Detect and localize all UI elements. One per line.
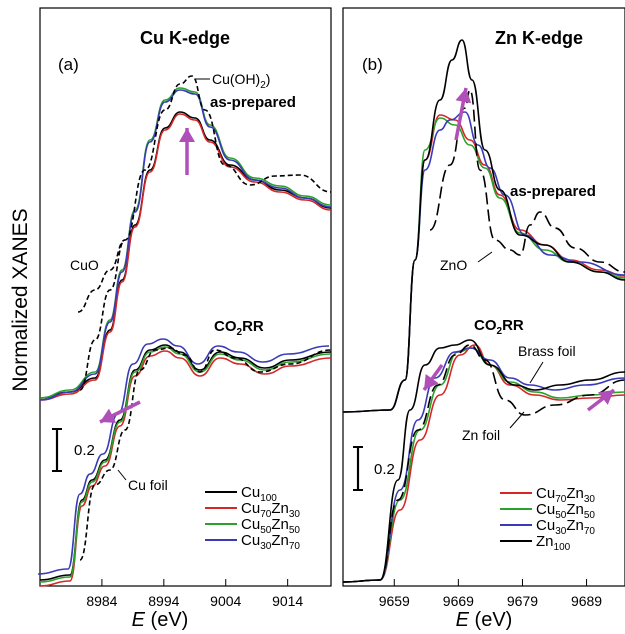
curve-b-upper-cu30zn70 <box>342 111 625 413</box>
panel-b-letter: (b) <box>362 55 383 74</box>
arrow-b-lower-right <box>586 388 616 412</box>
curve-b-lower-zn100 <box>342 339 625 583</box>
curve-a-upper-cu70zn30 <box>39 113 332 401</box>
legend-entry: Cu30Zn70 <box>205 532 300 552</box>
legend-entry: Cu70Zn30 <box>205 500 300 520</box>
y-axis-label: Normalized XANES <box>9 208 32 391</box>
zn-foil-label: Zn foil <box>462 427 500 443</box>
scale-bar-b: 0.2 <box>353 446 395 491</box>
svg-text:0.2: 0.2 <box>74 442 95 459</box>
legend-entry: Cu30Zn70 <box>500 517 595 537</box>
svg-text:Cu50Zn50: Cu50Zn50 <box>241 516 300 536</box>
curve-b-upper-zn100 <box>342 39 625 413</box>
x-tick-label-a: 8984 <box>86 593 117 609</box>
legend-entry: Cu70Zn30 <box>500 485 595 505</box>
x-tick-label-a: 9014 <box>272 593 303 609</box>
x-tick-label-b: 9689 <box>571 593 602 609</box>
as-prepared-label-a: as-prepared <box>210 94 296 111</box>
x-ticks: 8984 8994 9004 9014 9659 9669 9679 9689 <box>86 579 602 609</box>
cu-foil-pointer <box>117 469 127 481</box>
legend-entry: Cu100 <box>205 484 277 504</box>
curve-a-upper-cu30zn70 <box>39 89 332 401</box>
curve-a-cuoh2 <box>79 75 332 391</box>
x-tick-label-b: 9679 <box>507 593 538 609</box>
svg-text:Cu30Zn70: Cu30Zn70 <box>536 517 595 537</box>
brass-foil-pointer <box>529 361 544 384</box>
scale-bar-a: 0.2 <box>52 428 95 472</box>
curve-a-lower-cufoil <box>79 347 332 561</box>
svg-text:Cu30Zn70: Cu30Zn70 <box>241 532 300 552</box>
curve-a-lower-cu50zn50 <box>39 346 332 583</box>
arrow-a-lower <box>99 400 141 424</box>
panel-a-title: Cu K-edge <box>140 28 230 48</box>
legend-entry: Cu50Zn50 <box>205 516 300 536</box>
co2rr-label-b: CO2RR <box>474 317 524 337</box>
co2rr-label-a: CO2RR <box>214 318 264 338</box>
x-tick-label-b: 9669 <box>443 593 474 609</box>
curve-b-zno <box>429 89 625 273</box>
as-prepared-label-b: as-prepared <box>510 183 596 200</box>
legend-entry: Zn100 <box>500 533 571 553</box>
panel-b-frame <box>342 7 625 587</box>
curve-b-lower-cu30zn70 <box>342 347 625 583</box>
x-axis-label-a: E (eV) <box>132 609 189 631</box>
brass-foil-label: Brass foil <box>518 343 576 359</box>
zno-label: ZnO <box>440 257 467 273</box>
arrow-a-upper <box>179 128 195 175</box>
x-tick-label-b: 9659 <box>379 593 410 609</box>
x-tick-label-a: 8994 <box>148 593 179 609</box>
arrow-b-lower-left <box>422 363 444 392</box>
svg-text:Cu100: Cu100 <box>241 484 277 504</box>
panel-a-curves <box>37 75 332 587</box>
cuo-label: CuO <box>70 257 99 273</box>
svg-text:Cu70Zn30: Cu70Zn30 <box>241 500 300 520</box>
cuoh2-label: Cu(OH)2) <box>212 71 270 91</box>
curve-b-lower-znfoil <box>342 344 625 583</box>
panel-a-letter: (a) <box>58 55 79 74</box>
x-axis-label-b: E (eV) <box>456 609 513 631</box>
curve-b-lower-cu70zn30 <box>342 344 625 583</box>
zno-pointer <box>477 251 493 263</box>
panel-b-title: Zn K-edge <box>495 28 583 48</box>
svg-text:0.2: 0.2 <box>374 461 395 478</box>
curve-a-cuo <box>77 239 126 313</box>
svg-text:Cu70Zn30: Cu70Zn30 <box>536 485 595 505</box>
legend-entry: Cu50Zn50 <box>500 501 595 521</box>
panel-a-frame <box>39 7 332 587</box>
svg-text:Zn100: Zn100 <box>536 533 571 553</box>
svg-text:Cu50Zn50: Cu50Zn50 <box>536 501 595 521</box>
curve-a-lower-cu30zn70 <box>37 338 330 575</box>
curve-a-lower-cu70zn30 <box>39 350 332 587</box>
x-tick-label-a: 9004 <box>210 593 241 609</box>
arrow-b-upper <box>454 87 472 141</box>
trend-arrows <box>99 87 616 424</box>
panel-b-curves <box>342 39 625 583</box>
zn-foil-pointer <box>509 411 525 429</box>
cu-foil-label: Cu foil <box>128 477 168 493</box>
